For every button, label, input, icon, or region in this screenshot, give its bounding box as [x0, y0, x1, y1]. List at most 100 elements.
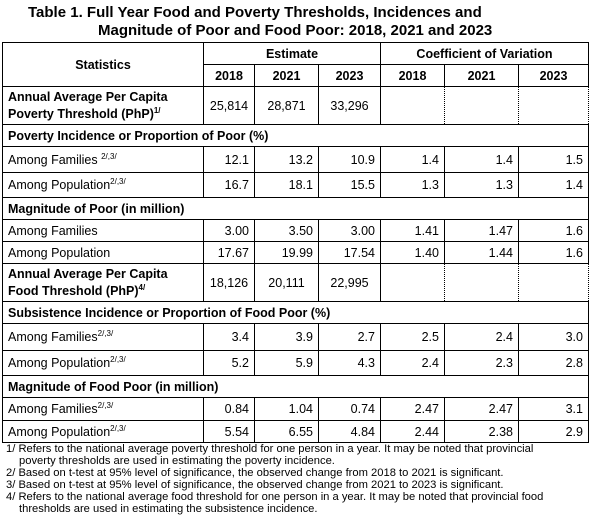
- label-cell: Among Population: [2, 241, 204, 264]
- title: Table 1. Full Year Food and Poverty Thre…: [0, 4, 589, 40]
- value-cell: 19.99: [254, 241, 319, 264]
- label-text: Among Families: [8, 402, 98, 417]
- value-cell: 4.84: [318, 420, 381, 443]
- value-cell: 2.38: [444, 420, 519, 443]
- label-text: Annual Average Per Capita: [8, 266, 168, 281]
- superscript: 2/,3/: [110, 177, 126, 187]
- value-cell: 3.4: [203, 323, 255, 351]
- empty-cell: [518, 86, 589, 125]
- table-row: Subsistence Incidence or Proportion of F…: [2, 301, 589, 324]
- footnote-line: poverty thresholds are used in estimatin…: [19, 455, 335, 467]
- value-cell: 1.4: [444, 146, 519, 173]
- table-row: Magnitude of Poor (in million): [2, 197, 589, 220]
- tbody: Statistics Estimate Coefficient of Variati…: [2, 42, 589, 443]
- value-cell: 1.3: [444, 172, 519, 198]
- label-text: Among Population: [8, 245, 111, 260]
- superscript: 2/,3/: [97, 329, 114, 339]
- footnotes: 1/ Refers to the national average povert…: [6, 443, 543, 515]
- superscript: 2/,3/: [97, 401, 114, 411]
- value-cell: 17.67: [203, 241, 255, 264]
- value-cell: 5.54: [203, 420, 255, 443]
- table-row: Among Population2/,3/5.2 5.9 4.3 2.4 2.3 2.8: [2, 350, 589, 376]
- table-row: Among Families 3.00 3.50 3.00 1.41 1.47 1.6: [2, 219, 589, 242]
- table-row: Annual Average Per Capita Food Threshold …: [2, 263, 589, 302]
- superscript: 4/: [138, 282, 146, 292]
- label-line: Poverty Threshold (PhP)1/: [8, 104, 198, 121]
- label-text: Among Families: [8, 223, 98, 238]
- empty-cell: [380, 263, 445, 302]
- superscript: 2/,3/: [110, 355, 126, 365]
- label-text: Poverty Threshold (PhP): [8, 107, 154, 122]
- value-cell: 2.4: [444, 323, 519, 351]
- label-line: Food Threshold (PhP)4/: [8, 281, 198, 298]
- table-row: Among Population 17.67 19.99 17.54 1.40 1.44 1…: [2, 241, 589, 264]
- value-cell: 2.47: [380, 397, 445, 421]
- title-line: Magnitude of Poor and Food Poor: 2018, 2…: [98, 22, 493, 39]
- title-line: Table 1. Full Year Food and Poverty Thre…: [28, 4, 482, 21]
- value-cell: 1.4: [380, 146, 445, 173]
- value-cell: 1.04: [254, 397, 319, 421]
- table-row: Annual Average Per Capita Poverty Thresho…: [2, 86, 589, 125]
- value-cell: 1.40: [380, 241, 445, 264]
- empty-cell: [380, 86, 445, 125]
- label-text: Annual Average Per Capita: [8, 89, 168, 104]
- value-cell: 6.55: [254, 420, 319, 443]
- value-cell: 1.4: [518, 172, 589, 198]
- value-cell: 16.7: [203, 172, 255, 198]
- value-cell: 17.54: [318, 241, 381, 264]
- value-cell: 4.3: [318, 350, 381, 376]
- header-row: 2018 2021 2023 2018 2021 2023: [3, 64, 589, 87]
- value-cell: 2.5: [380, 323, 445, 351]
- header-cell: Estimate: [203, 42, 381, 65]
- section-cell: Magnitude of Food Poor (in million): [2, 375, 589, 398]
- footnote-line: thresholds are used in estimating the su…: [19, 503, 318, 515]
- footnote-line: 4/ Refers to the national average food t…: [6, 491, 544, 503]
- value-cell: 2.44: [380, 420, 445, 443]
- label-cell: Among Population2/,3/: [2, 172, 204, 198]
- table-row: Magnitude of Food Poor (in million): [2, 375, 589, 398]
- footnote-line: 3/ Based on t-test at 95% level of signi…: [6, 479, 504, 491]
- header-cell: Coefficient of Variation: [380, 42, 589, 65]
- table-row: Among Families2/,3/3.4 3.9 2.7 2.5 2.4 3.0: [2, 323, 589, 351]
- value-cell: 15.5: [318, 172, 381, 198]
- label-cell: Annual Average Per Capita Poverty Thresho…: [2, 86, 204, 125]
- year-cell: 2018: [203, 64, 255, 87]
- year-cell: 2023: [318, 64, 381, 87]
- table: Statistics Estimate Coefficient of Variati…: [2, 42, 589, 443]
- label-line: Annual Average Per Capita: [8, 267, 198, 281]
- value-cell: 2.8: [518, 350, 589, 376]
- superscript: 2/,3/: [110, 423, 126, 433]
- value-cell: 3.0: [518, 323, 589, 351]
- value-cell: 2.47: [444, 397, 519, 421]
- label-cell: Among Families2/,3/: [2, 397, 204, 421]
- superscript: 2/,3/: [101, 151, 117, 161]
- label-cell: Annual Average Per Capita Food Threshold …: [2, 263, 204, 302]
- label-cell: Among Population2/,3/: [2, 420, 204, 443]
- value-cell: 5.2: [203, 350, 255, 376]
- footnote-line: 2/ Based on t-test at 95% level of signi…: [6, 467, 504, 479]
- value-cell: 22,995: [318, 263, 381, 302]
- table-row: Among Families 2/,3/12.1 13.2 10.9 1.4 1.4 1.…: [2, 146, 589, 173]
- year-cell: 2018: [380, 64, 445, 87]
- value-cell: 28,871: [254, 86, 319, 125]
- value-cell: 1.41: [380, 219, 445, 242]
- value-cell: 2.7: [318, 323, 381, 351]
- value-cell: 13.2: [254, 146, 319, 173]
- value-cell: 0.74: [318, 397, 381, 421]
- table-row: Among Population2/,3/5.54 6.55 4.84 2.44 2.3…: [2, 420, 589, 443]
- label-cell: Among Families2/,3/: [2, 323, 204, 351]
- label-text: Among Families: [8, 330, 98, 345]
- value-cell: 2.3: [444, 350, 519, 376]
- value-cell: 25,814: [203, 86, 255, 125]
- label-cell: Among Population2/,3/: [2, 350, 204, 376]
- label-cell: Among Families 2/,3/: [2, 146, 204, 173]
- value-cell: 1.47: [444, 219, 519, 242]
- empty-cell: [518, 263, 589, 302]
- value-cell: 1.6: [518, 241, 589, 264]
- value-cell: 1.6: [518, 219, 589, 242]
- footnote-line: 1/ Refers to the national average povert…: [6, 443, 534, 455]
- label-text: Food Threshold (PhP): [8, 284, 139, 299]
- value-cell: 5.9: [254, 350, 319, 376]
- label-text: Among Population: [8, 356, 111, 371]
